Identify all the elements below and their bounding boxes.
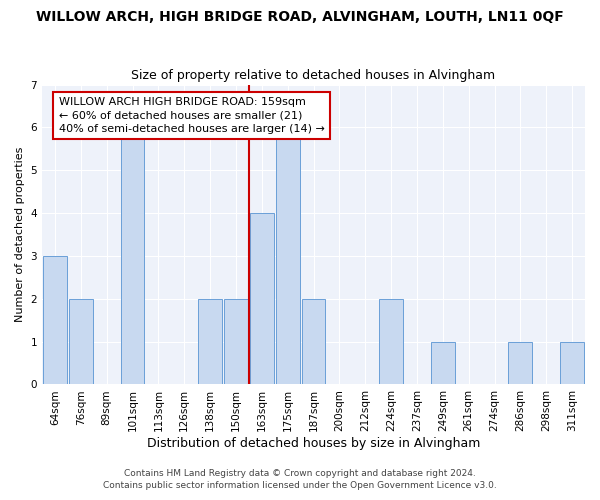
Text: Contains HM Land Registry data © Crown copyright and database right 2024.
Contai: Contains HM Land Registry data © Crown c… bbox=[103, 468, 497, 490]
Title: Size of property relative to detached houses in Alvingham: Size of property relative to detached ho… bbox=[131, 69, 496, 82]
X-axis label: Distribution of detached houses by size in Alvingham: Distribution of detached houses by size … bbox=[147, 437, 480, 450]
Bar bbox=[560, 342, 584, 384]
Bar bbox=[508, 342, 532, 384]
Bar bbox=[379, 299, 403, 384]
Text: WILLOW ARCH HIGH BRIDGE ROAD: 159sqm
← 60% of detached houses are smaller (21)
4: WILLOW ARCH HIGH BRIDGE ROAD: 159sqm ← 6… bbox=[59, 98, 325, 134]
Bar bbox=[276, 128, 299, 384]
Y-axis label: Number of detached properties: Number of detached properties bbox=[15, 147, 25, 322]
Bar bbox=[121, 128, 145, 384]
Bar bbox=[224, 299, 248, 384]
Bar bbox=[431, 342, 455, 384]
Bar bbox=[69, 299, 93, 384]
Bar bbox=[43, 256, 67, 384]
Text: WILLOW ARCH, HIGH BRIDGE ROAD, ALVINGHAM, LOUTH, LN11 0QF: WILLOW ARCH, HIGH BRIDGE ROAD, ALVINGHAM… bbox=[36, 10, 564, 24]
Bar bbox=[250, 213, 274, 384]
Bar bbox=[302, 299, 325, 384]
Bar bbox=[198, 299, 222, 384]
